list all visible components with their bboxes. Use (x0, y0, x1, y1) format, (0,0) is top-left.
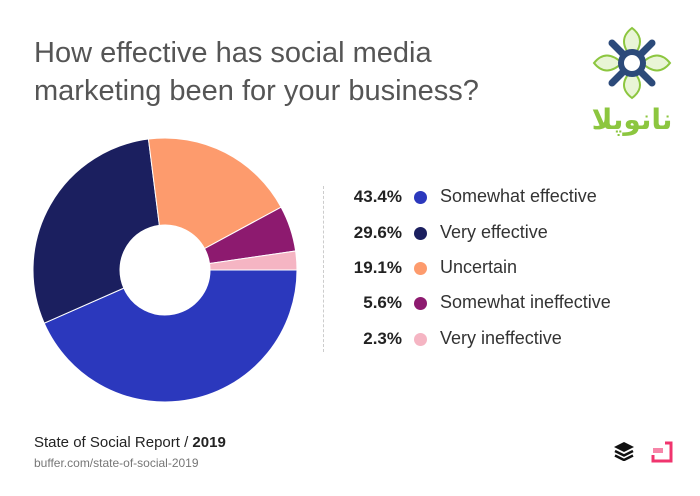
legend-value: 43.4% (353, 187, 402, 206)
source-url[interactable]: buffer.com/state-of-social-2019 (34, 456, 199, 470)
legend-swatch (414, 191, 427, 204)
legend-divider (323, 186, 324, 352)
legend-value: 29.6% (353, 223, 402, 242)
state-of-social-icon (651, 441, 673, 463)
legend-value: 5.6% (363, 293, 402, 312)
legend-label: Very ineffective (440, 328, 562, 348)
legend-item: 19.1% Uncertain (330, 255, 650, 279)
svg-text:نانوپلا: نانوپلا (592, 103, 673, 136)
legend-swatch (414, 227, 427, 240)
report-credit: State of Social Report / 2019 (34, 434, 226, 451)
legend-item: 5.6% Somewhat ineffective (330, 290, 650, 314)
chart-title: How effective has social media marketing… (34, 37, 479, 107)
donut-chart (32, 137, 298, 403)
nanopla-logo: نانوپلا (582, 26, 682, 141)
slice-somewhat-effective (43, 269, 298, 403)
buffer-logo-icon (614, 442, 634, 461)
legend-swatch (414, 262, 427, 275)
legend-value: 2.3% (363, 329, 402, 348)
slice-very-effective (32, 138, 160, 324)
legend-item: 29.6% Very effective (330, 220, 650, 244)
legend-label: Uncertain (440, 257, 518, 277)
slice-very-ineffective (208, 250, 298, 271)
legend-value: 19.1% (353, 258, 402, 277)
legend-item: 43.4% Somewhat effective (330, 184, 650, 208)
report-name: State of Social Report / (34, 434, 193, 451)
legend-item: 2.3% Very ineffective (330, 326, 650, 350)
legend-label: Somewhat effective (440, 186, 597, 206)
legend-label: Somewhat ineffective (440, 292, 611, 312)
slice-uncertain (147, 137, 282, 250)
legend-swatch (414, 297, 427, 310)
legend-label: Very effective (440, 222, 548, 242)
report-year: 2019 (192, 434, 226, 451)
legend-swatch (414, 333, 427, 346)
